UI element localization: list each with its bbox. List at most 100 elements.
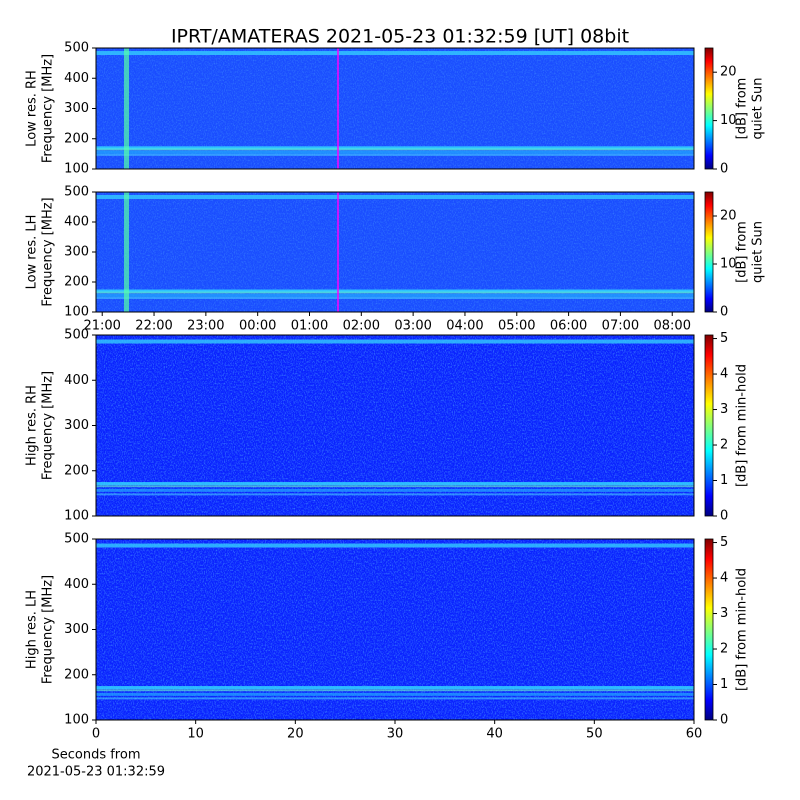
x-tick-label: 60 [686,727,703,742]
y-axis-label: Frequency [MHz] [41,575,56,684]
spectrogram-band [96,153,694,156]
y-axis-label: Frequency [MHz] [41,197,56,306]
colorbar-label: [dB] from [735,78,750,140]
x-tick-label: 21:00 [83,319,120,334]
x-tick-label: 30 [387,727,404,742]
colorbar-label: quiet Sun [751,221,766,283]
y-axis-label: Low res. RH [25,70,40,147]
colorbar-label: quiet Sun [751,77,766,139]
colorbar [704,334,714,517]
y-tick-label: 400 [64,577,89,592]
x-tick-label: 22:00 [135,319,172,334]
colorbar-tick-label: 0 [720,509,728,524]
y-tick-label: 400 [64,71,89,86]
spectrogram-band [96,148,694,151]
colorbar [704,191,714,313]
y-tick-label: 200 [64,667,89,682]
x-tick-label: 08:00 [654,319,691,334]
colorbar-tick-label: 3 [720,606,728,621]
y-tick-label: 300 [64,622,89,637]
colorbar-tick-label: 10 [720,257,737,272]
x-tick-label: 03:00 [394,319,431,334]
x-tick-label: 40 [486,727,503,742]
colorbar-tick-label: 20 [720,65,737,80]
y-tick-label: 400 [64,215,89,230]
colorbar-tick-label: 2 [720,642,728,657]
x-tick-label: 02:00 [343,319,380,334]
spectrogram-band [124,192,129,312]
spectrogram-band [96,689,694,692]
y-tick-label: 300 [64,245,89,260]
colorbar-label: [dB] from min-hold [735,364,750,487]
x-tick-label: 07:00 [602,319,639,334]
y-axis-label: Frequency [MHz] [41,371,56,480]
x-tick-label: 01:00 [291,319,328,334]
y-tick-label: 100 [64,305,89,320]
spectrogram-band [96,339,694,344]
y-axis-label: Frequency [MHz] [41,54,56,163]
spectrogram-band [96,543,694,548]
spectrogram-band [96,697,694,700]
spectrogram-band [96,692,694,696]
y-tick-label: 100 [64,713,89,728]
spectrogram-band [96,146,694,150]
x-tick-label: 06:00 [550,319,587,334]
spectrogram-band [96,289,694,293]
y-tick-label: 500 [64,185,89,200]
y-tick-label: 500 [64,532,89,547]
spectrogram-band [96,297,694,299]
spectrogram-band [96,493,694,496]
colorbar [704,538,714,721]
colorbar-label: [dB] from [735,221,750,283]
colorbar-label: [dB] from min-hold [735,568,750,691]
spectrogram-band [96,488,694,492]
x-tick-label: 05:00 [498,319,535,334]
colorbar-tick-label: 10 [720,113,737,128]
x-tick-label: 00:00 [239,319,276,334]
spectrogram-band [96,686,694,690]
spectrogram-band [96,291,694,294]
y-tick-label: 300 [64,101,89,116]
spectrogram-band [96,150,694,154]
spectrogram-band [96,294,694,297]
y-tick-label: 200 [64,275,89,290]
colorbar-tick-label: 0 [720,162,728,177]
colorbar-tick-label: 0 [720,713,728,728]
y-axis-label: Low res. LH [25,215,40,290]
y-tick-label: 500 [64,41,89,56]
colorbar-tick-label: 1 [720,677,728,692]
colorbar-tick-label: 5 [720,535,728,550]
spectrogram-band [124,48,129,169]
y-axis-label: High res. RH [25,385,40,466]
spectrogram-band [96,482,694,486]
colorbar-tick-label: 4 [720,571,728,586]
x-tick-label: 23:00 [187,319,224,334]
colorbar-tick-label: 1 [720,473,728,488]
chart-title: IPRT/AMATERAS 2021-05-23 01:32:59 [UT] 0… [171,26,629,48]
y-tick-label: 400 [64,373,89,388]
y-tick-label: 200 [64,463,89,478]
spectrogram-band [96,195,694,199]
colorbar-tick-label: 2 [720,438,728,453]
x-tick-label: 20 [287,727,304,742]
y-tick-label: 500 [64,328,89,343]
colorbar-tick-label: 5 [720,331,728,346]
y-tick-label: 100 [64,162,89,177]
colorbar-tick-label: 3 [720,402,728,417]
x-tick-label: 50 [586,727,603,742]
x-axis-label: Seconds from [51,748,140,763]
x-tick-label: 04:00 [446,319,483,334]
x-axis-label: 2021-05-23 01:32:59 [27,765,165,780]
colorbar-tick-label: 0 [720,305,728,320]
x-tick-label: 10 [187,727,204,742]
colorbar-tick-label: 4 [720,367,728,382]
spectrogram-band [96,51,694,56]
colorbar [704,47,714,170]
spectrogram-band [96,485,694,488]
colorbar-tick-label: 20 [720,209,737,224]
x-tick-label: 0 [92,727,100,742]
y-axis-label: High res. LH [25,590,40,669]
y-tick-label: 100 [64,509,89,524]
y-tick-label: 300 [64,418,89,433]
